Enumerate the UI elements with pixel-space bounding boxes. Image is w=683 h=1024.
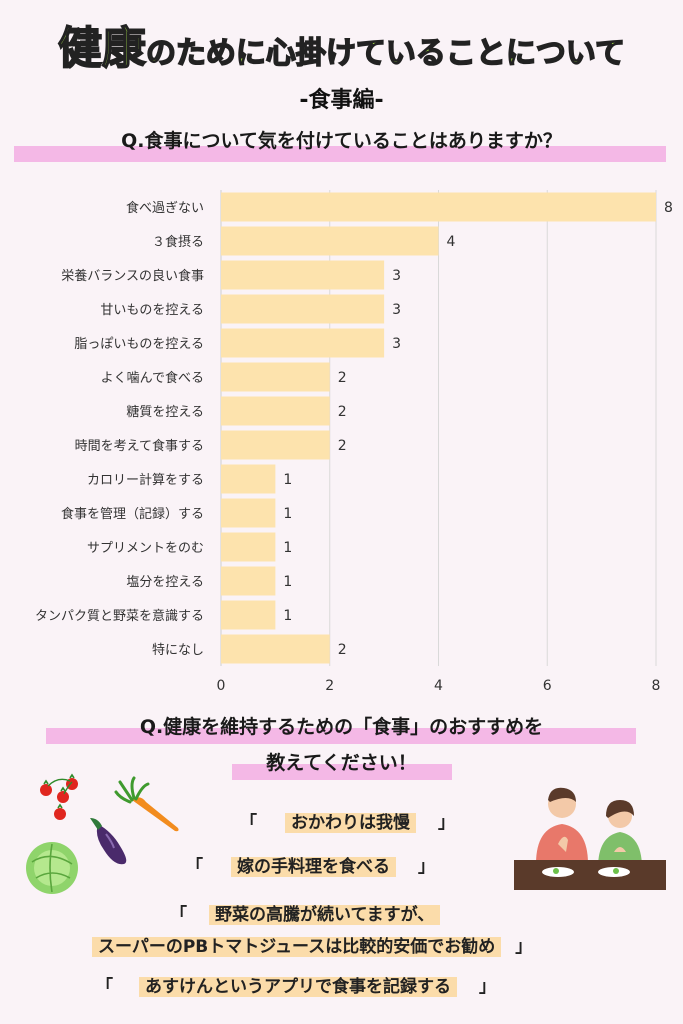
question2-line2: 教えてください！ bbox=[266, 752, 417, 774]
category-label: ３食摂る bbox=[152, 234, 204, 250]
value-label: 2 bbox=[338, 642, 347, 658]
x-tick-label: 0 bbox=[217, 678, 226, 694]
tomatoes-icon bbox=[40, 773, 78, 820]
recommendation-2: 「 嫁の手料理を食べる 」 bbox=[186, 852, 435, 877]
close-bracket: 」 bbox=[479, 977, 496, 997]
value-label: 2 bbox=[338, 438, 347, 454]
value-label: 1 bbox=[283, 574, 292, 590]
bar bbox=[221, 634, 330, 664]
man-icon bbox=[536, 787, 588, 864]
bar bbox=[221, 362, 330, 392]
value-label: 1 bbox=[283, 506, 292, 522]
people-eating-illustration bbox=[514, 787, 666, 890]
bar bbox=[221, 328, 385, 358]
chart-bars bbox=[221, 192, 656, 664]
value-label: 3 bbox=[392, 302, 401, 318]
category-label: サプリメントをのむ bbox=[87, 541, 204, 556]
open-bracket: 「 bbox=[186, 857, 203, 877]
close-bracket: 」 bbox=[515, 937, 533, 957]
bar bbox=[221, 532, 276, 562]
subtitle: -食事編- bbox=[299, 88, 384, 113]
value-label: 3 bbox=[392, 336, 401, 352]
main-title: 健康のために心掛けていることについて bbox=[0, 12, 683, 76]
chart-value-labels: 8 4 3 3 3 2 2 2 1 1 1 1 1 2 bbox=[283, 200, 673, 658]
value-label: 3 bbox=[392, 268, 401, 284]
bar bbox=[221, 226, 439, 256]
open-bracket: 「 bbox=[240, 813, 257, 833]
category-label: 特になし bbox=[152, 643, 204, 658]
cabbage-icon bbox=[26, 842, 78, 894]
bar bbox=[221, 566, 276, 596]
eggplant-icon bbox=[90, 818, 127, 865]
category-label: 甘いものを控える bbox=[100, 303, 204, 318]
open-bracket: 「 bbox=[170, 905, 187, 925]
open-bracket: 「 bbox=[96, 977, 113, 997]
category-label: よく噛んで食べる bbox=[101, 370, 204, 386]
x-tick-label: 2 bbox=[325, 678, 334, 694]
category-label: 栄養バランスの良い食事 bbox=[61, 268, 204, 284]
recommendation-3: 「 野菜の高騰が続いてますが、 bbox=[170, 900, 441, 925]
carrot-icon bbox=[114, 776, 179, 832]
x-tick-label: 4 bbox=[434, 678, 443, 694]
category-label: タンパク質と野菜を意識する bbox=[35, 608, 204, 624]
bar bbox=[221, 294, 385, 324]
x-tick-label: 6 bbox=[543, 678, 552, 694]
category-label: 食べ過ぎない bbox=[126, 200, 204, 216]
woman-icon bbox=[598, 800, 642, 868]
question2-line1: Q.健康を維持するための「食事」のおすすめを bbox=[139, 716, 544, 738]
title-part3: について bbox=[505, 35, 626, 72]
category-label: 糖質を控える bbox=[126, 404, 204, 420]
recommendation-2-text: 嫁の手料理を食べる bbox=[231, 857, 396, 877]
bar bbox=[221, 600, 276, 630]
chart-category-labels: 食べ過ぎない ３食摂る栄養バランスの良い食事甘いものを控える脂っぽいものを控えるよ… bbox=[35, 200, 204, 658]
bar bbox=[221, 464, 276, 494]
category-label: 脂っぽいものを控える bbox=[74, 337, 204, 352]
value-label: 1 bbox=[283, 608, 292, 624]
value-label: 1 bbox=[283, 540, 292, 556]
title-part1: 健康 bbox=[57, 22, 147, 75]
value-label: 1 bbox=[283, 472, 292, 488]
value-label: 2 bbox=[338, 370, 347, 386]
recommendation-1-text: おかわりは我慢 bbox=[285, 813, 416, 833]
vegetables-illustration bbox=[26, 773, 179, 894]
value-label: 2 bbox=[338, 404, 347, 420]
question1-title: Q.食事について気を付けていることはありますか？ bbox=[121, 130, 562, 152]
recommendation-1: 「 おかわりは我慢 」 bbox=[240, 808, 455, 833]
bar bbox=[221, 192, 656, 222]
recommendation-3-text-line2: スーパーのPBトマトジュースは比較的安価でお勧め bbox=[92, 937, 502, 957]
x-tick-label: 8 bbox=[652, 678, 661, 694]
question2-highlight-2 bbox=[232, 764, 452, 780]
category-label: 時間を考えて食事する bbox=[75, 438, 204, 454]
bar bbox=[221, 498, 276, 528]
value-label: 8 bbox=[664, 200, 673, 216]
title-part2: のために心掛けていること bbox=[145, 35, 507, 72]
question1-highlight bbox=[14, 146, 666, 162]
bar bbox=[221, 430, 330, 460]
recommendation-4: 「 あすけんというアプリで食事を記録する 」 bbox=[96, 972, 496, 997]
bar bbox=[221, 260, 385, 290]
category-label: カロリー計算をする bbox=[87, 472, 204, 488]
recommendation-3-text-line1: 野菜の高騰が続いてますが、 bbox=[209, 905, 441, 925]
dining-table-icon bbox=[514, 860, 666, 890]
close-bracket: 」 bbox=[438, 813, 455, 833]
recommendation-3-line2: スーパーのPBトマトジュースは比較的安価でお勧め」 bbox=[92, 932, 532, 957]
close-bracket: 」 bbox=[418, 857, 435, 877]
value-label: 4 bbox=[447, 234, 456, 250]
category-label: 塩分を控える bbox=[126, 575, 204, 590]
recommendation-4-text: あすけんというアプリで食事を記録する bbox=[139, 977, 457, 997]
chart-x-ticks: 0 2 4 6 8 bbox=[217, 678, 661, 694]
category-label: 食事を管理（記録）する bbox=[61, 506, 204, 522]
bar bbox=[221, 396, 330, 426]
question2-highlight-1 bbox=[46, 728, 636, 744]
bar-chart: 食べ過ぎない ３食摂る栄養バランスの良い食事甘いものを控える脂っぽいものを控えるよ… bbox=[35, 190, 673, 694]
